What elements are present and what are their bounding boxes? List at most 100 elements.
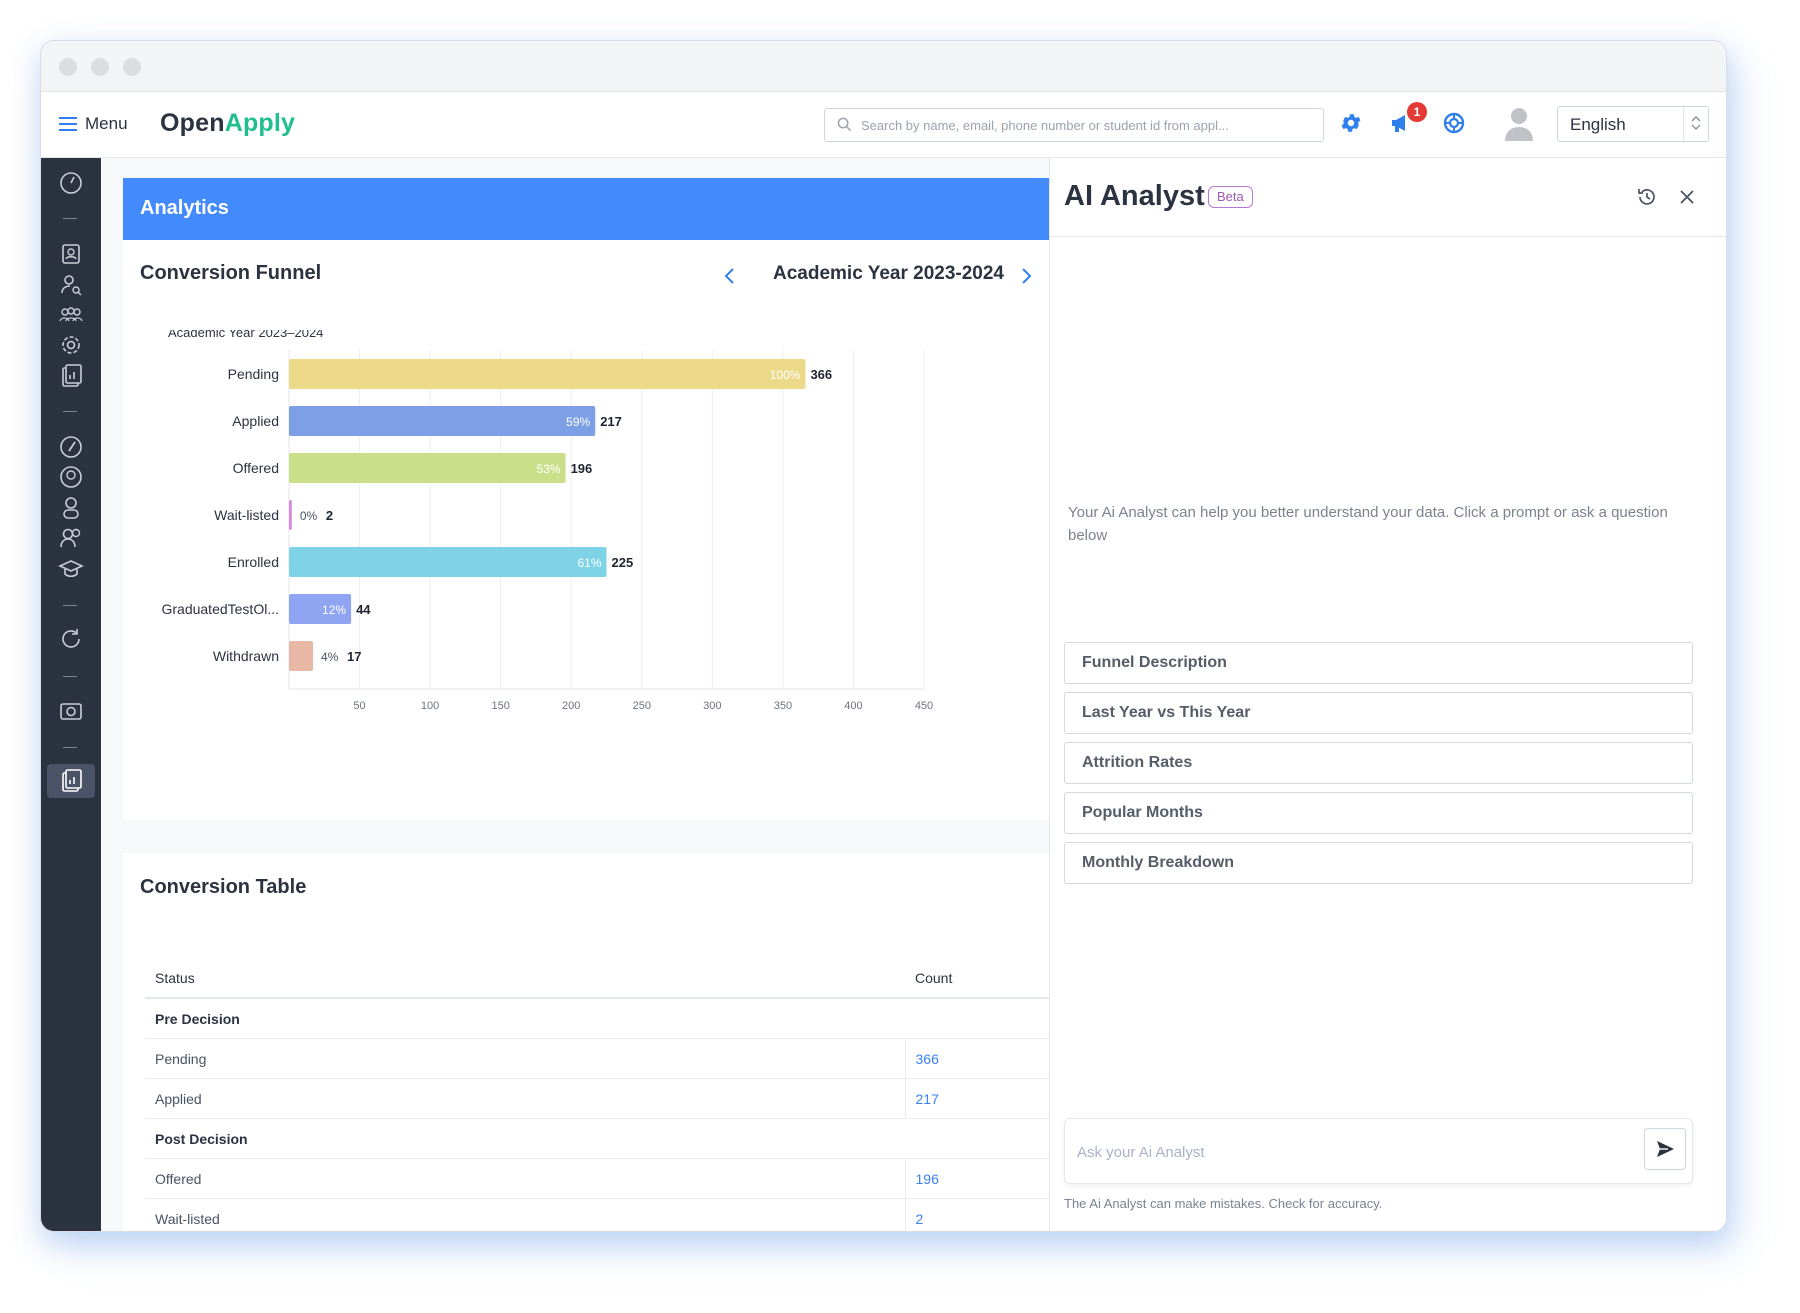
table-header-row: Status Count <box>145 959 1049 999</box>
ai-analyst-title: AI Analyst <box>1064 180 1205 212</box>
bar <box>289 641 313 671</box>
search-input[interactable] <box>859 109 1318 141</box>
status-cell: Pending <box>145 1038 905 1079</box>
main-content: Analytics Conversion Funnel Academic Yea… <box>102 158 1049 1231</box>
chevron-left-icon[interactable] <box>723 266 737 286</box>
person-icon[interactable] <box>58 495 84 521</box>
openapply-logo[interactable]: OpenApply <box>160 109 295 138</box>
percent-label: 61% <box>577 556 601 570</box>
menu-button[interactable]: Menu <box>59 110 128 138</box>
value-label: 196 <box>571 461 593 476</box>
user-avatar-icon[interactable] <box>1502 105 1536 143</box>
window-maximize-dot[interactable] <box>123 58 141 76</box>
compass-icon[interactable] <box>58 434 84 460</box>
analytics-icon[interactable] <box>58 768 84 794</box>
percent-label: 59% <box>566 415 590 429</box>
status-cell: Pre Decision <box>145 998 1049 1039</box>
bar <box>289 453 566 483</box>
x-tick-label: 350 <box>774 700 792 712</box>
logo-text-apply: Apply <box>224 109 296 137</box>
ask-box <box>1064 1118 1693 1184</box>
chevron-right-icon[interactable] <box>1019 266 1033 286</box>
account-circle-icon[interactable] <box>58 464 84 490</box>
count-cell[interactable]: 366 <box>904 1038 1049 1079</box>
user-search-icon[interactable] <box>58 272 84 298</box>
ai-disclaimer: The Ai Analyst can make mistakes. Check … <box>1064 1196 1383 1211</box>
table-row: Applied 217 <box>145 1078 1049 1119</box>
announcement-megaphone-icon[interactable] <box>1389 111 1413 135</box>
top-app-bar: Menu OpenApply 1 English <box>41 92 1726 158</box>
camera-icon[interactable] <box>58 698 84 724</box>
category-label: Applied <box>232 413 279 429</box>
graduation-cap-icon[interactable] <box>58 556 84 582</box>
status-cell: Wait-listed <box>145 1198 905 1231</box>
send-button[interactable] <box>1644 1128 1686 1170</box>
status-cell: Offered <box>145 1158 905 1199</box>
count-column-header: Count <box>905 959 1049 999</box>
left-sidebar <box>41 158 101 1231</box>
language-select[interactable]: English <box>1557 106 1709 142</box>
prompt-button[interactable]: Funnel Description <box>1064 642 1693 684</box>
history-icon[interactable] <box>1636 186 1658 208</box>
conversion-funnel-card: Conversion Funnel Academic Year 2023-202… <box>123 240 1049 820</box>
close-icon[interactable] <box>1678 188 1696 206</box>
select-updown-icon <box>1691 116 1701 130</box>
analytics-header: Analytics <box>123 178 1049 240</box>
settings-icon[interactable] <box>58 332 84 358</box>
refresh-icon[interactable] <box>58 626 84 652</box>
ask-ai-input[interactable] <box>1075 1137 1639 1167</box>
window-titlebar <box>41 41 1726 92</box>
prompt-button[interactable]: Last Year vs This Year <box>1064 692 1693 734</box>
category-label: Pending <box>228 366 279 382</box>
bar <box>289 359 806 389</box>
dashboard-icon[interactable] <box>58 170 84 196</box>
prompt-button[interactable]: Monthly Breakdown <box>1064 842 1693 884</box>
count-cell[interactable]: 2 <box>904 1198 1049 1231</box>
x-tick-label: 250 <box>633 700 651 712</box>
people-icon[interactable] <box>58 525 84 551</box>
status-column-header: Status <box>145 959 905 999</box>
category-label: Wait-listed <box>214 507 279 523</box>
x-tick-label: 100 <box>421 700 439 712</box>
hamburger-icon <box>59 117 77 131</box>
prompt-button[interactable]: Popular Months <box>1064 792 1693 834</box>
window-close-dot[interactable] <box>59 58 77 76</box>
bar <box>289 406 596 436</box>
app-window: Menu OpenApply 1 English <box>40 40 1727 1232</box>
bar <box>289 594 352 624</box>
table-row: Wait-listed 2 <box>145 1198 1049 1231</box>
conversion-table-title: Conversion Table <box>140 876 307 898</box>
x-tick-label: 50 <box>353 700 365 712</box>
value-label: 217 <box>600 414 622 429</box>
value-label: 366 <box>810 367 832 382</box>
percent-label: 0% <box>300 509 318 523</box>
percent-label: 100% <box>770 368 801 382</box>
group-icon[interactable] <box>58 302 84 328</box>
prompt-button[interactable]: Attrition Rates <box>1064 742 1693 784</box>
count-cell[interactable]: 196 <box>904 1158 1049 1199</box>
table-group-row: Post Decision <box>145 1118 1049 1159</box>
conversion-table-card: Conversion Table Status Count Pre Decisi… <box>123 853 1049 1231</box>
bar <box>289 500 292 530</box>
bar <box>289 547 607 577</box>
percent-label: 12% <box>322 603 346 617</box>
percent-label: 4% <box>321 650 339 664</box>
academic-year-label: Academic Year 2023-2024 <box>773 263 1004 284</box>
category-label: Offered <box>233 460 279 476</box>
settings-gear-icon[interactable] <box>1339 111 1363 135</box>
chart-title: Academic Year 2023–2024 <box>168 330 323 340</box>
window-minimize-dot[interactable] <box>91 58 109 76</box>
x-tick-label: 400 <box>844 700 862 712</box>
value-label: 44 <box>356 602 371 617</box>
category-label: Enrolled <box>228 554 279 570</box>
value-label: 225 <box>612 555 634 570</box>
count-cell[interactable]: 217 <box>904 1078 1049 1119</box>
contacts-icon[interactable] <box>58 241 84 267</box>
help-lifebuoy-icon[interactable] <box>1442 111 1466 135</box>
funnel-bar-chart: Academic Year 2023–2024 50 100 150 200 250 300… <box>161 330 933 712</box>
value-label: 2 <box>326 508 333 523</box>
search-box <box>824 108 1324 142</box>
search-icon <box>837 117 852 132</box>
report-icon[interactable] <box>58 363 84 389</box>
logo-text-open: Open <box>160 109 225 137</box>
